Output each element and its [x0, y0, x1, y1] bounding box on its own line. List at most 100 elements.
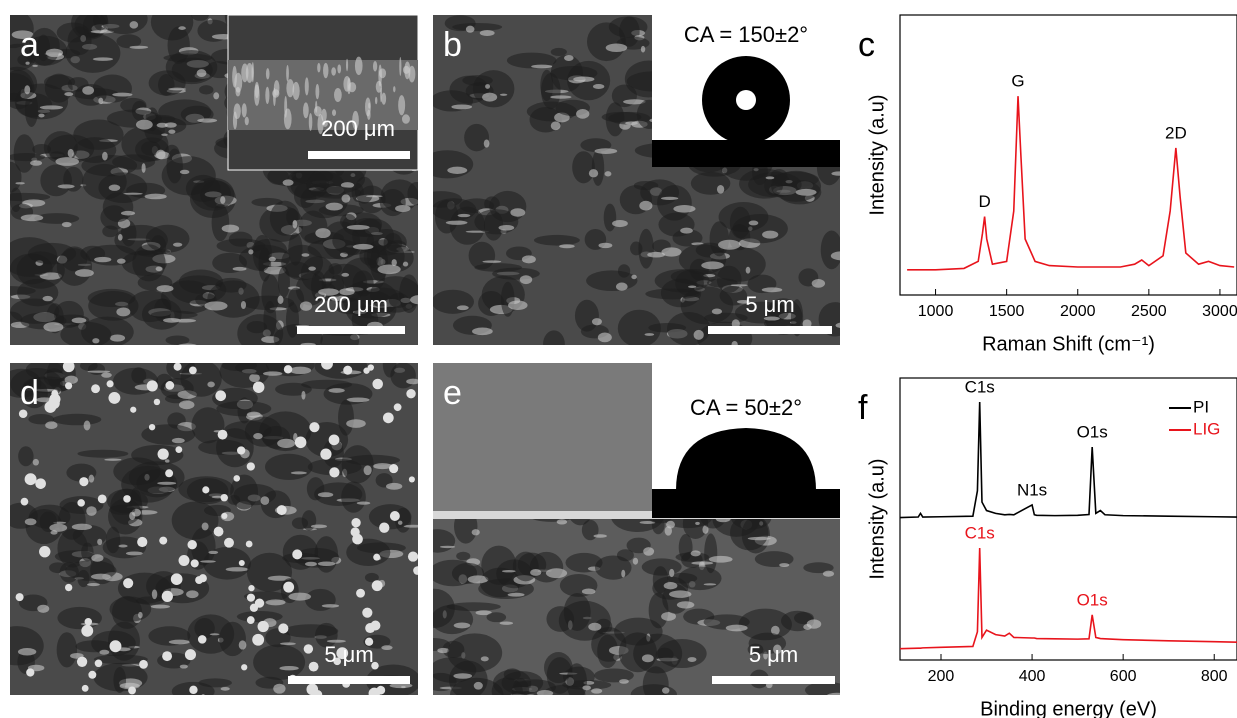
ridge — [130, 21, 139, 29]
spectrum-line — [907, 96, 1234, 270]
particle — [218, 430, 228, 440]
ridge — [248, 249, 253, 254]
contact-angle: CA = 150±2° — [684, 22, 808, 47]
pore — [332, 227, 374, 256]
ridge — [118, 234, 123, 241]
ridge — [92, 338, 99, 343]
ridge — [93, 57, 113, 60]
ridge — [110, 334, 125, 341]
pore — [40, 164, 72, 196]
pore — [447, 633, 502, 672]
ridge — [116, 307, 130, 316]
pore — [102, 225, 118, 237]
pore — [487, 612, 507, 622]
ridge — [169, 640, 190, 645]
ridge — [669, 590, 691, 597]
ridge — [239, 640, 247, 649]
ridge — [593, 84, 604, 89]
ridge — [691, 550, 701, 556]
ridge — [510, 208, 525, 216]
particle — [171, 573, 183, 585]
ridge — [357, 502, 371, 505]
pore — [572, 151, 595, 183]
ridge — [300, 301, 312, 311]
ridge — [322, 604, 339, 607]
particle — [284, 365, 292, 373]
ridge — [766, 176, 775, 179]
pore — [341, 481, 366, 512]
ridge — [846, 83, 850, 91]
panel-label: c — [858, 26, 875, 64]
pore — [543, 330, 565, 357]
ridge — [453, 673, 472, 679]
pore — [407, 182, 425, 205]
pore — [618, 264, 630, 277]
particle — [202, 486, 209, 493]
ridge — [201, 694, 206, 701]
pore — [805, 682, 849, 699]
ridge — [364, 465, 372, 475]
ridge — [826, 693, 847, 700]
ridge — [156, 267, 163, 272]
particle — [16, 593, 24, 601]
pore — [7, 153, 45, 161]
ridge — [591, 688, 602, 693]
ridge — [323, 63, 328, 78]
particle — [233, 475, 240, 482]
particle — [250, 604, 258, 612]
pore — [667, 312, 710, 346]
ridge — [177, 343, 197, 348]
particle — [369, 688, 380, 699]
ridge — [273, 88, 276, 106]
pore — [329, 263, 342, 275]
ridge — [309, 113, 313, 131]
particle — [95, 660, 103, 668]
scale-bar-text: 5 μm — [745, 292, 794, 317]
pore — [191, 178, 234, 211]
ridge — [21, 214, 44, 221]
ridge — [399, 57, 401, 76]
pore — [307, 477, 324, 500]
ridge — [263, 371, 282, 375]
ridge — [156, 150, 166, 160]
ridge — [643, 547, 654, 556]
pore — [432, 290, 474, 314]
ridge — [152, 589, 157, 599]
pore — [235, 360, 290, 375]
peak-label: O1s — [1077, 423, 1108, 442]
ridge — [15, 182, 24, 184]
particle — [98, 494, 107, 503]
ridge — [331, 67, 336, 75]
ridge — [94, 257, 111, 262]
ridge — [284, 108, 292, 129]
ridge — [232, 66, 237, 88]
ridge — [410, 295, 428, 304]
ridge — [55, 157, 79, 166]
particle — [82, 685, 89, 692]
ridge — [831, 251, 853, 260]
pore — [310, 186, 361, 198]
ridge — [273, 684, 285, 694]
ridge — [472, 529, 480, 535]
ridge — [82, 86, 94, 95]
pore — [380, 189, 406, 216]
ridge — [342, 194, 351, 202]
pore — [237, 611, 283, 622]
particle — [372, 379, 383, 390]
ridge — [598, 243, 612, 248]
particle — [137, 537, 147, 547]
pore — [719, 202, 769, 232]
ridge — [75, 269, 94, 277]
ridge — [301, 253, 309, 256]
particle — [128, 687, 136, 695]
peak-label: C1s — [965, 524, 995, 543]
particle — [49, 394, 60, 405]
peak-label: N1s — [1017, 480, 1047, 499]
ridge — [340, 345, 360, 349]
ridge — [102, 152, 108, 161]
particle — [253, 382, 264, 393]
particle — [247, 594, 255, 602]
ridge — [341, 273, 349, 277]
pore — [638, 229, 653, 269]
ridge — [86, 506, 96, 516]
